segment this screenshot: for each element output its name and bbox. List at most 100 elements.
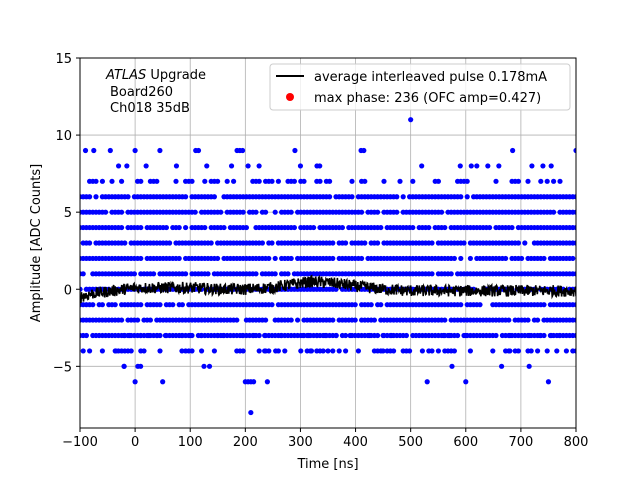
sample-point (239, 147, 246, 154)
sample-point (510, 147, 516, 154)
sample-point (515, 348, 522, 354)
sample-point (490, 348, 496, 354)
plot-frame (79, 57, 577, 429)
sample-point (173, 178, 179, 184)
sample-point (228, 163, 235, 169)
sample-point (138, 224, 144, 231)
sample-point (288, 317, 294, 323)
sample-point (269, 240, 275, 246)
sample-point (380, 332, 386, 339)
sample-point (573, 348, 576, 354)
sample-point (292, 147, 298, 154)
sample-point (173, 163, 180, 169)
sample-point (391, 348, 397, 354)
sample-point (176, 255, 182, 262)
legend-label-max-phase: max phase: 236 (OFC amp=0.427) (314, 91, 541, 106)
sample-point (132, 379, 138, 385)
sample-point (87, 240, 93, 246)
sample-point (375, 240, 381, 246)
sample-point (507, 332, 513, 339)
sample-point (551, 178, 557, 184)
sample-point (449, 363, 455, 369)
sample-point (525, 178, 531, 184)
sample-point (375, 332, 381, 339)
sample-point (99, 302, 105, 308)
sample-point (128, 348, 134, 354)
sample-point (256, 163, 262, 169)
x-tick-label: −100 (62, 435, 98, 450)
sample-point (127, 332, 133, 339)
sample-point (93, 194, 99, 200)
sample-point (467, 348, 473, 354)
sample-point (146, 332, 152, 339)
sample-point (275, 178, 281, 184)
sample-point (503, 255, 509, 262)
x-tick-label: 100 (178, 435, 203, 450)
sample-point (112, 302, 118, 308)
sample-point (121, 332, 127, 339)
sample-point (135, 317, 141, 323)
x-axis-label: Time [ns] (296, 457, 358, 472)
legend: average interleaved pulse 0.178mA max ph… (269, 63, 571, 111)
sample-point (435, 178, 441, 184)
sample-point (251, 332, 257, 339)
sample-point (157, 302, 163, 308)
sample-point (253, 209, 259, 215)
sample-point (330, 240, 336, 246)
sample-point (138, 363, 144, 369)
sample-point (507, 348, 513, 354)
sample-point (266, 348, 272, 354)
sample-point (378, 224, 384, 231)
sample-point (451, 348, 457, 354)
sample-point (499, 363, 505, 369)
sample-point (554, 348, 560, 354)
sample-point (457, 163, 463, 169)
sample-point (272, 255, 278, 262)
sample-point (535, 348, 541, 354)
sample-point (448, 271, 454, 277)
sample-point (282, 348, 288, 354)
y-tick-label: 0 (64, 283, 72, 298)
sample-point (132, 147, 138, 154)
sample-point (90, 302, 96, 308)
sample-point (256, 348, 262, 354)
sample-point (218, 209, 224, 215)
sample-point (208, 240, 214, 246)
annotation-line3: Ch018 35dB (110, 101, 190, 116)
sample-point (349, 194, 355, 200)
sample-point (573, 194, 576, 200)
sample-point (119, 178, 125, 184)
sample-point (463, 379, 469, 385)
x-tick-label: 700 (508, 435, 533, 450)
sample-point (410, 178, 416, 184)
sample-point (330, 317, 336, 323)
sample-point (160, 379, 166, 385)
sample-point (573, 209, 576, 215)
sample-point (544, 348, 550, 354)
x-tick-label: 500 (398, 435, 423, 450)
sample-point (113, 348, 119, 354)
sample-point (248, 409, 254, 416)
sample-point (107, 147, 113, 154)
sample-point (187, 332, 193, 339)
sample-point (325, 348, 331, 354)
y-tick-label: 10 (55, 129, 72, 144)
sample-point (573, 302, 576, 308)
sample-point (317, 178, 323, 184)
sample-point (515, 178, 522, 184)
sample-point (291, 178, 297, 184)
x-tick-label: 400 (343, 435, 368, 450)
sample-point (162, 332, 169, 339)
sample-point (179, 302, 185, 308)
sample-point (131, 271, 137, 277)
sample-point (115, 163, 122, 169)
sample-point (119, 209, 125, 215)
sample-point (487, 224, 493, 231)
sample-point (347, 332, 353, 339)
sample-point (195, 147, 202, 154)
sample-point (407, 348, 413, 354)
axis-ticks: −100 0 100 200 300 400 500 600 700 800 −5 0 5 10 15 (53, 52, 589, 450)
sample-point (408, 117, 414, 123)
sample-point (273, 348, 279, 354)
sample-point (538, 178, 544, 184)
